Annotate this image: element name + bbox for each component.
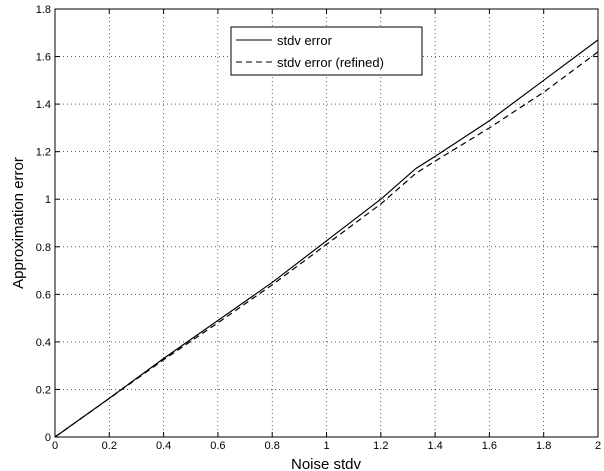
series-line-stdv-error-refined [54,51,599,438]
x-axis-label: Noise stdv [291,456,362,471]
x-tick-label: 1 [323,440,329,452]
series-lines [54,39,599,438]
y-tick-label: 0.4 [36,337,51,349]
series-line-stdv-error [54,39,599,438]
y-tick-label: 0.8 [36,242,51,254]
x-tick-label: 1.8 [536,440,551,452]
x-tick-label: 1.2 [373,440,388,452]
x-tick-label: 0 [52,440,58,452]
y-tick-label: 0.6 [36,289,51,301]
legend-label-stdv-error: stdv error [277,33,333,48]
x-tick-label: 0.2 [102,440,117,452]
x-tick-label: 1.6 [482,440,497,452]
x-tick-label: 0.6 [210,440,225,452]
x-tick-label: 0.4 [156,440,171,452]
y-tick-label: 1.4 [36,99,51,111]
x-tick-label: 2 [595,440,601,452]
y-tick-label: 1.8 [36,4,51,16]
y-tick-label: 1.2 [36,147,51,159]
y-tick-label: 1 [45,194,51,206]
x-tick-label: 1.4 [427,440,442,452]
grid-lines [55,9,598,437]
y-tick-label: 1.6 [36,52,51,64]
x-tick-label: 0.8 [265,440,280,452]
y-tick-label: 0 [45,432,51,444]
y-tick-label: 0.2 [36,384,51,396]
legend: stdv error stdv error (refined) [230,26,423,76]
legend-label-stdv-error-refined: stdv error (refined) [277,55,384,70]
legend-box [230,26,423,76]
y-axis-label: Approximation error [10,157,27,289]
axis-ticks: 0 0.2 0.4 0.6 0.8 1 1.2 1.4 1.6 1.8 2 0 0.2 0.4 0.6 0.8… [36,4,601,452]
